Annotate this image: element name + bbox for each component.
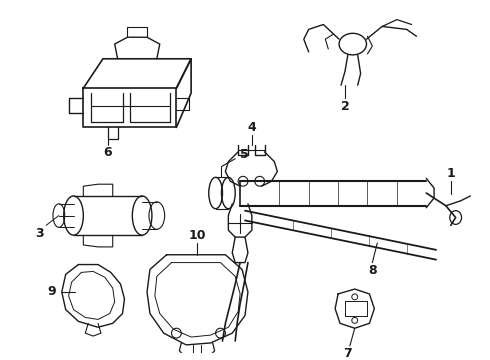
- Text: 3: 3: [35, 227, 44, 240]
- Text: 6: 6: [103, 147, 112, 159]
- Text: 9: 9: [48, 285, 56, 298]
- Text: 1: 1: [446, 167, 455, 180]
- Text: 7: 7: [343, 347, 352, 360]
- Text: 4: 4: [247, 121, 256, 134]
- Text: 8: 8: [368, 264, 377, 277]
- Text: 2: 2: [341, 100, 349, 113]
- Text: 5: 5: [240, 148, 248, 161]
- Text: 10: 10: [188, 229, 206, 242]
